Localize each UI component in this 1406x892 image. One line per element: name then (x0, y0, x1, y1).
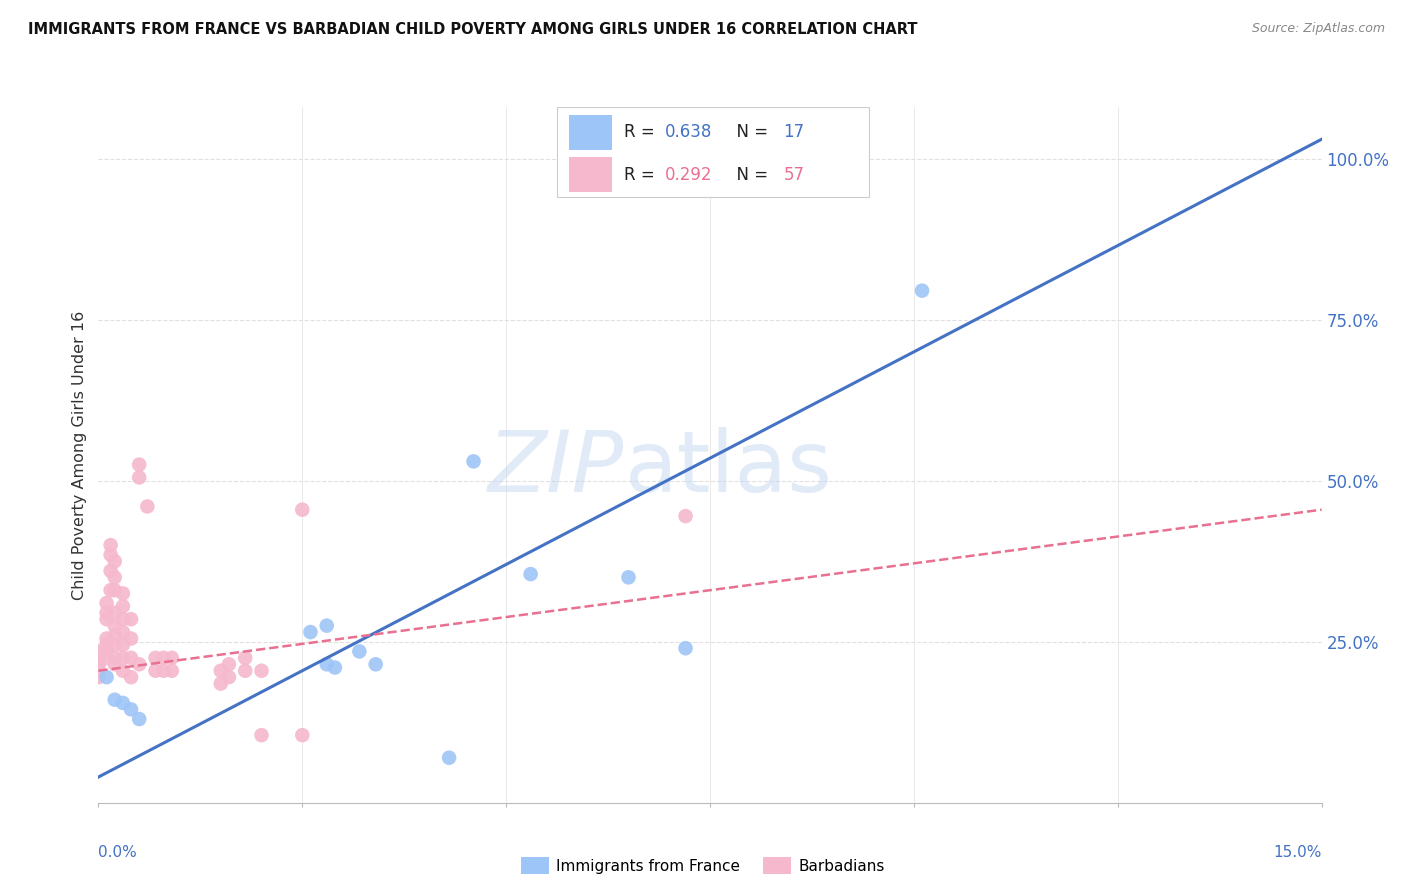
Y-axis label: Child Poverty Among Girls Under 16: Child Poverty Among Girls Under 16 (72, 310, 87, 599)
Point (233, 664, 256, 678)
Point (233, 651, 256, 665)
Point (111, 651, 134, 665)
Point (104, 583, 127, 598)
Point (128, 470, 150, 484)
Point (437, 750, 460, 764)
Point (104, 651, 127, 665)
Point (160, 664, 183, 678)
Legend: Immigrants from France, Barbadians: Immigrants from France, Barbadians (515, 851, 891, 880)
Point (128, 657, 150, 672)
Point (120, 702, 142, 716)
Point (111, 638, 134, 652)
Point (291, 502, 314, 516)
Point (152, 664, 174, 678)
Point (675, 509, 697, 524)
Point (675, 641, 697, 656)
Point (104, 606, 127, 620)
Text: 0.292: 0.292 (665, 166, 713, 184)
Point (145, 651, 167, 665)
Point (128, 458, 150, 472)
Point (111, 586, 134, 600)
Point (315, 657, 337, 672)
Point (315, 618, 337, 632)
Text: atlas: atlas (624, 427, 832, 510)
Point (291, 728, 314, 742)
Point (100, 583, 122, 598)
Text: ZIP: ZIP (488, 427, 624, 510)
Point (96, 596, 118, 610)
Text: N =: N = (725, 166, 773, 184)
Point (87, 670, 110, 684)
Text: R =: R = (624, 166, 661, 184)
Text: 17: 17 (783, 123, 804, 141)
Point (120, 612, 142, 626)
Point (250, 664, 273, 678)
Text: 57: 57 (783, 166, 804, 184)
Point (250, 728, 273, 742)
Point (87, 660, 110, 674)
Point (104, 554, 127, 568)
Point (96, 651, 118, 665)
Point (111, 664, 134, 678)
Point (96, 644, 118, 658)
Point (87, 657, 110, 672)
Point (111, 599, 134, 614)
Point (160, 651, 183, 665)
Point (349, 644, 371, 658)
Text: Source: ZipAtlas.com: Source: ZipAtlas.com (1251, 22, 1385, 36)
Point (100, 548, 122, 562)
Point (100, 564, 122, 578)
Point (364, 657, 387, 672)
Point (136, 500, 159, 514)
Text: 0.638: 0.638 (665, 123, 713, 141)
Point (96, 612, 118, 626)
Point (104, 692, 127, 706)
Point (128, 712, 150, 726)
Point (218, 670, 240, 684)
Point (120, 632, 142, 646)
FancyBboxPatch shape (569, 115, 612, 150)
Point (519, 567, 541, 582)
Point (96, 638, 118, 652)
Point (104, 657, 127, 672)
Point (111, 625, 134, 640)
Point (617, 570, 640, 584)
Text: N =: N = (725, 123, 773, 141)
Text: 0.0%: 0.0% (98, 845, 138, 860)
FancyBboxPatch shape (569, 158, 612, 193)
Point (104, 638, 127, 652)
Text: IMMIGRANTS FROM FRANCE VS BARBADIAN CHILD POVERTY AMONG GIRLS UNDER 16 CORRELATI: IMMIGRANTS FROM FRANCE VS BARBADIAN CHIL… (28, 22, 918, 37)
Text: R =: R = (624, 123, 661, 141)
Point (104, 628, 127, 642)
Point (120, 670, 142, 684)
Point (96, 606, 118, 620)
Point (111, 612, 134, 626)
Point (96, 632, 118, 646)
Point (463, 454, 485, 468)
Point (145, 664, 167, 678)
Point (96, 670, 118, 684)
Point (104, 618, 127, 632)
Point (104, 570, 127, 584)
Point (120, 651, 142, 665)
Point (299, 625, 322, 640)
Point (87, 651, 110, 665)
Point (209, 676, 232, 690)
Point (87, 644, 110, 658)
Point (152, 651, 174, 665)
Point (323, 660, 346, 674)
Point (911, 284, 934, 298)
Text: 15.0%: 15.0% (1274, 845, 1322, 860)
Point (218, 657, 240, 672)
Point (100, 538, 122, 552)
FancyBboxPatch shape (557, 107, 869, 197)
Point (209, 664, 232, 678)
Point (111, 696, 134, 710)
